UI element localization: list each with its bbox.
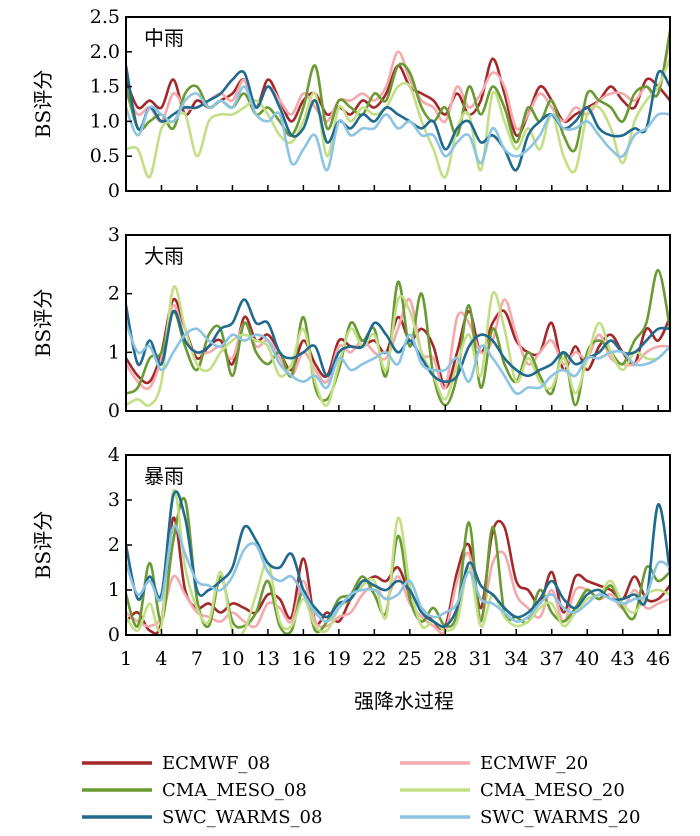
x-tick-label: 4: [155, 648, 167, 670]
y-axis-title: BS评分: [31, 289, 55, 357]
panel-label: 大雨: [144, 244, 184, 268]
y-tick-label: 4: [108, 444, 120, 466]
panel-3: 0 1 2 3 4 暴雨 BS评分: [31, 444, 671, 646]
series-line-swc-warms-20: [126, 524, 670, 623]
y-tick-label: 1: [108, 341, 120, 363]
series-group: [126, 29, 670, 179]
legend-label: CMA_MESO_08: [162, 780, 307, 801]
y-tick-label: 3: [108, 224, 120, 246]
x-tick-label: 46: [646, 648, 670, 670]
panel-2: 0 1 2 3 大雨 BS评分: [31, 224, 671, 422]
y-tick-label: 1.5: [90, 76, 120, 98]
x-tick-label: 28: [433, 648, 457, 670]
y-axis-title: BS评分: [31, 511, 55, 579]
series-group: [126, 268, 670, 408]
series-line-cma-meso-20: [126, 488, 670, 635]
panel-label: 暴雨: [144, 464, 184, 488]
y-tick-label: 1: [108, 579, 120, 601]
y-tick-label: 2.5: [90, 6, 120, 28]
y-tick-label: 2: [108, 283, 120, 305]
panel-frame: [125, 454, 671, 636]
y-tick-label: 0: [108, 400, 120, 422]
legend: ECMWF_08 ECMWF_20 CMA_MESO_08 CMA_MESO_20 SW…: [82, 753, 640, 828]
y-tick-label: 1.0: [90, 110, 120, 132]
legend-label: ECMWF_20: [480, 753, 588, 774]
y-axis-title: BS评分: [31, 70, 55, 138]
series-group: [126, 488, 670, 635]
x-tick-label: 22: [362, 648, 386, 670]
legend-label: ECMWF_08: [162, 753, 270, 774]
panel-frame: [125, 16, 671, 192]
series-line-swc-warms-08: [126, 64, 670, 172]
series-line-cma-meso-20: [126, 57, 670, 179]
panel-frame: [125, 234, 671, 412]
x-tick-label: 13: [256, 648, 280, 670]
series-line-swc-warms-08: [126, 298, 670, 383]
y-tick-label: 0.5: [90, 145, 120, 167]
x-tick-label: 37: [540, 648, 564, 670]
series-line-ecmwf-20: [126, 297, 670, 391]
series-line-swc-warms-20: [126, 321, 670, 396]
series-line-swc-warms-08: [126, 490, 670, 628]
series-line-cma-meso-08: [126, 29, 670, 153]
y-tick-label: 2: [108, 534, 120, 556]
x-tick-label: 43: [611, 648, 635, 670]
series-line-swc-warms-20: [126, 85, 670, 172]
panel-1: 0 0.5 1.0 1.5 2.0 2.5 中雨 BS评分: [31, 6, 671, 202]
x-tick-label: 40: [575, 648, 599, 670]
y-tick-label: 0: [108, 624, 120, 646]
legend-label: CMA_MESO_20: [480, 780, 625, 801]
y-tick-label: 3: [108, 489, 120, 511]
panel-label: 中雨: [144, 26, 184, 50]
x-tick-label: 31: [469, 648, 493, 670]
series-line-cma-meso-20: [126, 285, 670, 408]
x-tick-label: 34: [504, 648, 528, 670]
y-tick-label: 2.0: [90, 41, 120, 63]
x-tick-label: 25: [398, 648, 422, 670]
x-tick-label: 10: [220, 648, 244, 670]
legend-label: SWC_WARMS_08: [162, 807, 322, 828]
series-line-ecmwf-08: [126, 297, 670, 389]
x-tick-label: 1: [120, 648, 132, 670]
x-tick-label: 19: [327, 648, 351, 670]
y-tick-label: 0: [108, 180, 120, 202]
legend-label: SWC_WARMS_20: [480, 807, 640, 828]
x-axis-title: 强降水过程: [354, 689, 454, 713]
series-line-ecmwf-20: [126, 550, 670, 635]
x-tick-label: 16: [291, 648, 315, 670]
x-tick-label: 7: [191, 648, 203, 670]
series-line-cma-meso-08: [126, 268, 670, 407]
